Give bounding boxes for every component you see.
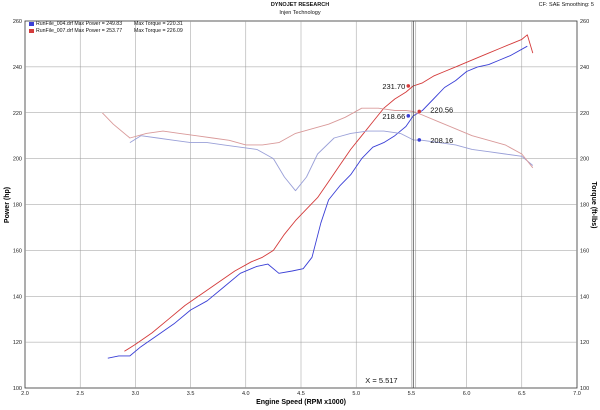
cursor-value-label: 231.70 xyxy=(382,82,405,91)
y-axis-label-left: Power (hp) xyxy=(4,187,11,223)
y-tick-label-right: 160 xyxy=(580,248,589,254)
legend-swatch xyxy=(29,21,34,26)
x-tick-label: 6.0 xyxy=(463,391,471,397)
y-tick-label-right: 100 xyxy=(580,386,589,392)
y-tick-label-left: 100 xyxy=(13,386,22,392)
correction-info: CF: SAE Smoothing: 5 xyxy=(538,2,594,8)
y-tick-labels-right: 100 120 140 160 180 200 220 240 260 xyxy=(580,19,589,392)
cursor-value-dot xyxy=(417,138,422,142)
cursor-value-dot xyxy=(406,114,411,118)
legend-torque-label: Max Torque = 220.31 xyxy=(134,21,183,27)
x-tick-label: 5.5 xyxy=(408,391,416,397)
x-tick-label: 6.5 xyxy=(518,391,526,397)
series-line-torque xyxy=(129,130,534,192)
y-tick-label-right: 120 xyxy=(580,340,589,346)
grid-lines xyxy=(25,21,577,388)
series-line-torque xyxy=(101,107,534,169)
cursor-value-label: 208.16 xyxy=(430,136,453,145)
cursor-value-dot xyxy=(406,84,411,88)
y-tick-label-left: 220 xyxy=(13,111,22,117)
y-tick-label-left: 140 xyxy=(13,294,22,300)
y-tick-label-right: 240 xyxy=(580,65,589,71)
cursor-value-label: 220.56 xyxy=(430,105,453,114)
chart-title: DYNOJET RESEARCH xyxy=(270,2,330,8)
y-tick-label-right: 140 xyxy=(580,294,589,300)
cursor-value-dot xyxy=(417,109,422,114)
x-tick-label: 4.0 xyxy=(242,391,250,397)
y-tick-label-right: 180 xyxy=(580,203,589,209)
y-axis-label-right: Torque (ft-lbs) xyxy=(590,182,597,229)
x-tick-label: 5.0 xyxy=(352,391,360,397)
legend-file-label: RunFile_007.drf Max Power = 253.77 xyxy=(36,28,123,34)
y-tick-label-left: 260 xyxy=(13,19,22,25)
y-tick-label-right: 220 xyxy=(580,111,589,117)
y-tick-label-left: 160 xyxy=(13,248,22,254)
x-tick-label: 2.0 xyxy=(21,391,29,397)
legend-file-label: RunFile_004.drf Max Power = 249.83 xyxy=(36,21,123,27)
x-axis-label: Engine Speed (RPM x1000) xyxy=(256,399,346,406)
x-tick-label: 3.5 xyxy=(187,391,195,397)
x-tick-label: 2.5 xyxy=(76,391,84,397)
legend-entry: RunFile_007.drf Max Power = 253.77 Max To… xyxy=(29,28,183,35)
x-tick-labels: 2.0 2.5 3.0 3.5 4.0 4.5 5.0 5.5 6.0 6.5 7.0 xyxy=(21,391,581,397)
legend-entry: RunFile_004.drf Max Power = 249.83 Max To… xyxy=(29,21,183,28)
legend-torque-label: Max Torque = 226.09 xyxy=(134,28,183,34)
data-series xyxy=(101,34,534,359)
y-tick-label-left: 200 xyxy=(13,157,22,163)
chart-subtitle: Injen Technology xyxy=(279,10,321,16)
x-tick-label: 3.0 xyxy=(132,391,140,397)
series-line-power xyxy=(107,45,528,359)
y-tick-label-left: 240 xyxy=(13,65,22,71)
y-tick-labels-left: 100 120 140 160 180 200 220 240 260 xyxy=(13,19,22,392)
y-tick-label-left: 180 xyxy=(13,203,22,209)
y-tick-label-left: 120 xyxy=(13,340,22,346)
series-line-power xyxy=(124,34,534,352)
x-tick-label: 7.0 xyxy=(573,391,581,397)
y-tick-label-right: 200 xyxy=(580,157,589,163)
legend-swatch xyxy=(29,28,34,33)
y-tick-label-right: 260 xyxy=(580,19,589,25)
cursor-readout: X = 5.517 xyxy=(365,376,397,385)
x-tick-label: 4.5 xyxy=(297,391,305,397)
cursor-value-markers: 231.70 220.56 218.66 208.16 xyxy=(382,82,453,145)
cursor-value-label: 218.66 xyxy=(382,112,405,121)
